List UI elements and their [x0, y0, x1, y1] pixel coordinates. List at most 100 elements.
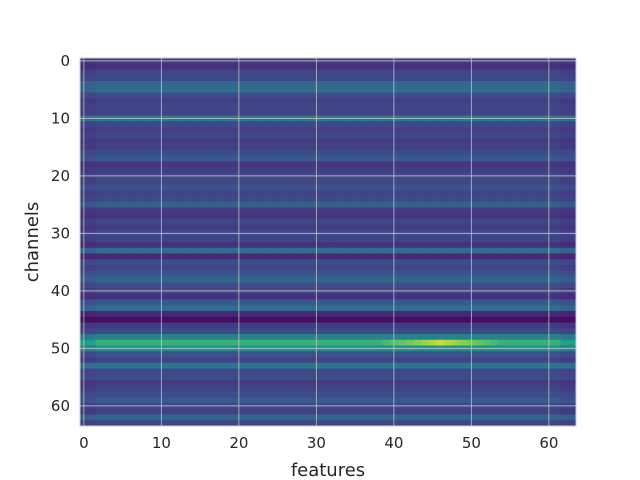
heatmap-cell	[343, 201, 352, 208]
heatmap-cell	[382, 81, 391, 88]
heatmap-cell	[242, 253, 251, 260]
heatmap-cell	[506, 127, 515, 134]
heatmap-cell	[211, 98, 220, 105]
heatmap-cell	[428, 150, 437, 157]
heatmap-cell	[95, 155, 104, 162]
heatmap-cell	[266, 276, 275, 283]
heatmap-cell	[498, 127, 507, 134]
heatmap-cell	[529, 92, 538, 99]
heatmap-cell	[436, 334, 445, 341]
heatmap-cell	[475, 132, 484, 139]
heatmap-cell	[568, 69, 577, 76]
heatmap-cell	[483, 397, 492, 404]
heatmap-cell	[413, 316, 422, 323]
heatmap-cell	[289, 109, 298, 116]
heatmap-cell	[529, 397, 538, 404]
heatmap-cell	[281, 184, 290, 191]
heatmap-cell	[452, 219, 461, 226]
heatmap-cell	[297, 282, 306, 289]
heatmap-cell	[281, 368, 290, 375]
heatmap-cell	[537, 385, 546, 392]
heatmap-cell	[428, 397, 437, 404]
heatmap-cell	[405, 138, 414, 145]
heatmap-cell	[405, 167, 414, 174]
heatmap-cell	[134, 104, 143, 111]
heatmap-cell	[397, 270, 406, 277]
heatmap-cell	[444, 224, 453, 231]
heatmap-cell	[95, 178, 104, 185]
heatmap-cell	[568, 420, 577, 427]
x-tick-label: 50	[462, 434, 481, 452]
heatmap-cell	[95, 357, 104, 364]
y-tick-label: 20	[51, 167, 70, 185]
heatmap-cell	[529, 374, 538, 381]
heatmap-cell	[320, 121, 329, 128]
heatmap-cell	[149, 92, 158, 99]
heatmap-cell	[273, 109, 282, 116]
heatmap-cell	[103, 161, 112, 168]
heatmap-cell	[173, 167, 182, 174]
heatmap-cell	[483, 236, 492, 243]
heatmap-cell	[351, 259, 360, 266]
heatmap-cell	[405, 144, 414, 151]
heatmap-cell	[250, 334, 259, 341]
heatmap-cell	[335, 397, 344, 404]
heatmap-cell	[452, 213, 461, 220]
heatmap-cell	[273, 178, 282, 185]
heatmap-cell	[366, 276, 375, 283]
heatmap-cell	[413, 196, 422, 203]
heatmap-cell	[196, 98, 205, 105]
heatmap-cell	[211, 144, 220, 151]
heatmap-cell	[529, 282, 538, 289]
heatmap-cell	[180, 293, 189, 300]
heatmap-cell	[413, 81, 422, 88]
heatmap-cell	[320, 380, 329, 387]
heatmap-cell	[521, 98, 530, 105]
heatmap-cell	[413, 242, 422, 249]
heatmap-cell	[126, 104, 135, 111]
heatmap-cell	[173, 385, 182, 392]
heatmap-cell	[273, 207, 282, 214]
heatmap-cell	[552, 86, 561, 93]
heatmap-cell	[134, 144, 143, 151]
heatmap-cell	[211, 397, 220, 404]
heatmap-cell	[266, 368, 275, 375]
heatmap-cell	[126, 420, 135, 427]
heatmap-cell	[335, 259, 344, 266]
heatmap-cell	[335, 420, 344, 427]
heatmap-cell	[568, 259, 577, 266]
heatmap-cell	[297, 75, 306, 82]
heatmap-cell	[211, 339, 220, 346]
heatmap-cell	[351, 265, 360, 272]
heatmap-cell	[452, 420, 461, 427]
heatmap-cell	[281, 305, 290, 312]
heatmap-cell	[452, 339, 461, 346]
heatmap-cell	[560, 270, 569, 277]
heatmap-cell	[397, 391, 406, 398]
heatmap-cell	[204, 305, 213, 312]
heatmap-cell	[126, 207, 135, 214]
heatmap-cell	[304, 408, 313, 415]
heatmap-cell	[297, 236, 306, 243]
heatmap-cell	[343, 184, 352, 191]
heatmap-cell	[560, 391, 569, 398]
heatmap-cell	[126, 247, 135, 254]
heatmap-cell	[382, 265, 391, 272]
heatmap-cell	[413, 391, 422, 398]
heatmap-cell	[483, 322, 492, 329]
heatmap-cell	[188, 414, 197, 421]
heatmap-cell	[421, 339, 430, 346]
heatmap-cell	[111, 357, 120, 364]
heatmap-cell	[428, 161, 437, 168]
heatmap-cell	[537, 380, 546, 387]
heatmap-cell	[242, 276, 251, 283]
heatmap-cell	[529, 98, 538, 105]
heatmap-cell	[529, 109, 538, 116]
heatmap-cell	[87, 109, 96, 116]
heatmap-cell	[126, 201, 135, 208]
heatmap-cell	[266, 339, 275, 346]
heatmap-cell	[320, 132, 329, 139]
heatmap-cell	[297, 196, 306, 203]
heatmap-cell	[320, 109, 329, 116]
heatmap-cell	[211, 282, 220, 289]
